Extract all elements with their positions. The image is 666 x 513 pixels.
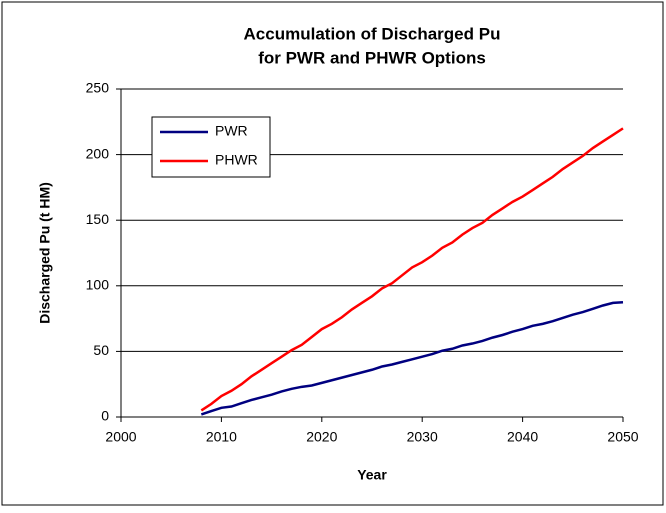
x-tick-label: 2040: [507, 429, 538, 445]
chart-border: [1, 1, 664, 506]
x-axis-label: Year: [357, 467, 387, 483]
legend-box: [151, 116, 271, 178]
chart-title: Accumulation of Discharged Pu: [244, 24, 501, 43]
y-tick-label: 150: [86, 211, 110, 227]
series-line: [200, 127, 624, 412]
y-tick-label: 100: [86, 277, 110, 293]
y-tick-label: 0: [101, 408, 109, 424]
x-tick-label: 2000: [105, 429, 136, 445]
x-tick-label: 2030: [407, 429, 438, 445]
y-tick-label: 200: [86, 145, 110, 161]
y-tick-label: 250: [86, 80, 110, 96]
legend-label: PHWR: [215, 152, 258, 168]
series-line: [200, 300, 624, 416]
x-tick-label: 2020: [306, 429, 337, 445]
x-tick-label: 2010: [206, 429, 237, 445]
y-axis-label: Discharged Pu (t HM): [37, 182, 53, 324]
legend-label: PWR: [215, 123, 248, 139]
chart-title: for PWR and PHWR Options: [258, 48, 486, 67]
x-tick-label: 2050: [607, 429, 638, 445]
y-tick-label: 50: [93, 342, 109, 358]
